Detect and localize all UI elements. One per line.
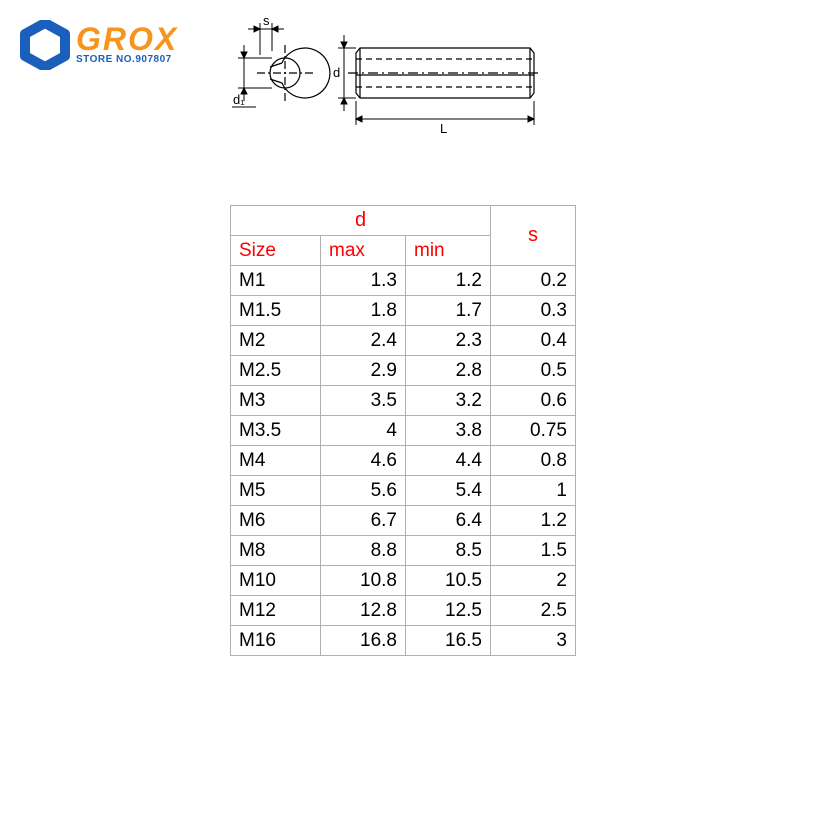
table-row: M66.76.41.2 — [231, 506, 576, 536]
cell-s: 1 — [491, 476, 576, 506]
cell-s: 0.8 — [491, 446, 576, 476]
cell-size: M12 — [231, 596, 321, 626]
header-d: d — [231, 206, 491, 236]
dim-d-label: d — [333, 65, 340, 80]
cell-min: 2.3 — [406, 326, 491, 356]
cell-size: M10 — [231, 566, 321, 596]
cell-s: 0.75 — [491, 416, 576, 446]
cell-min: 8.5 — [406, 536, 491, 566]
table-row: M22.42.30.4 — [231, 326, 576, 356]
cell-min: 12.5 — [406, 596, 491, 626]
cell-size: M5 — [231, 476, 321, 506]
cell-size: M1.5 — [231, 296, 321, 326]
cell-size: M2.5 — [231, 356, 321, 386]
cell-max: 12.8 — [321, 596, 406, 626]
cell-s: 2 — [491, 566, 576, 596]
cell-size: M2 — [231, 326, 321, 356]
table-row: M2.52.92.80.5 — [231, 356, 576, 386]
cell-min: 5.4 — [406, 476, 491, 506]
cell-size: M8 — [231, 536, 321, 566]
cell-min: 4.4 — [406, 446, 491, 476]
cell-min: 1.2 — [406, 266, 491, 296]
spring-pin-diagram: s d₁ d L — [230, 15, 580, 155]
logo-block: GROX STORE NO.907807 — [20, 20, 178, 70]
cell-size: M1 — [231, 266, 321, 296]
cell-max: 4 — [321, 416, 406, 446]
cell-max: 5.6 — [321, 476, 406, 506]
cell-s: 0.4 — [491, 326, 576, 356]
dimensions-table: d s Size max min M11.31.20.2M1.51.81.70.… — [230, 205, 576, 656]
cell-s: 0.5 — [491, 356, 576, 386]
table-row: M1212.812.52.5 — [231, 596, 576, 626]
dim-d1-label: d₁ — [233, 92, 245, 107]
hexagon-icon — [20, 20, 70, 70]
header-size: Size — [231, 236, 321, 266]
table-row: M1010.810.52 — [231, 566, 576, 596]
table-body: M11.31.20.2M1.51.81.70.3M22.42.30.4M2.52… — [231, 266, 576, 656]
cell-max: 1.3 — [321, 266, 406, 296]
cell-s: 0.3 — [491, 296, 576, 326]
cell-min: 10.5 — [406, 566, 491, 596]
header-max: max — [321, 236, 406, 266]
table-row: M55.65.41 — [231, 476, 576, 506]
cell-s: 0.6 — [491, 386, 576, 416]
cell-max: 10.8 — [321, 566, 406, 596]
table-row: M1.51.81.70.3 — [231, 296, 576, 326]
header-min: min — [406, 236, 491, 266]
cell-max: 2.4 — [321, 326, 406, 356]
table-row: M44.64.40.8 — [231, 446, 576, 476]
cell-max: 3.5 — [321, 386, 406, 416]
cell-size: M4 — [231, 446, 321, 476]
cell-min: 16.5 — [406, 626, 491, 656]
cell-min: 3.8 — [406, 416, 491, 446]
cell-min: 6.4 — [406, 506, 491, 536]
table-row: M1616.816.53 — [231, 626, 576, 656]
cell-size: M6 — [231, 506, 321, 536]
store-number: STORE NO.907807 — [76, 54, 178, 65]
table-row: M33.53.20.6 — [231, 386, 576, 416]
cell-s: 0.2 — [491, 266, 576, 296]
cell-max: 8.8 — [321, 536, 406, 566]
cell-size: M3 — [231, 386, 321, 416]
cell-max: 6.7 — [321, 506, 406, 536]
table-row: M88.88.51.5 — [231, 536, 576, 566]
cell-max: 4.6 — [321, 446, 406, 476]
brand-name: GROX — [76, 25, 178, 54]
cell-max: 2.9 — [321, 356, 406, 386]
table-row: M3.543.80.75 — [231, 416, 576, 446]
cell-min: 2.8 — [406, 356, 491, 386]
cell-min: 1.7 — [406, 296, 491, 326]
cell-size: M3.5 — [231, 416, 321, 446]
cell-s: 1.5 — [491, 536, 576, 566]
table-row: M11.31.20.2 — [231, 266, 576, 296]
cell-size: M16 — [231, 626, 321, 656]
cell-s: 1.2 — [491, 506, 576, 536]
dim-L-label: L — [440, 121, 447, 136]
cell-max: 16.8 — [321, 626, 406, 656]
cell-s: 2.5 — [491, 596, 576, 626]
header-s: s — [491, 206, 576, 266]
cell-max: 1.8 — [321, 296, 406, 326]
dim-s-label: s — [263, 15, 270, 28]
cell-s: 3 — [491, 626, 576, 656]
cell-min: 3.2 — [406, 386, 491, 416]
